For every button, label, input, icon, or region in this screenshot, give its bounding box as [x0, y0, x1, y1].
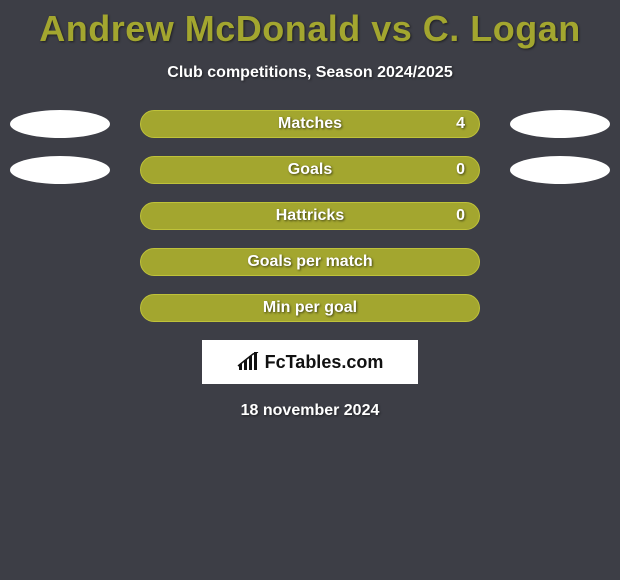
stat-row: Goals per match: [0, 248, 620, 276]
page-title: Andrew McDonald vs C. Logan: [0, 0, 620, 50]
stat-bar: Matches 4: [140, 110, 480, 138]
stat-label: Matches: [141, 115, 479, 133]
stat-bar: Min per goal: [140, 294, 480, 322]
stat-value: 0: [456, 161, 465, 179]
right-marker-ellipse: [510, 156, 610, 184]
left-marker-ellipse: [10, 156, 110, 184]
date-text: 18 november 2024: [0, 402, 620, 420]
stat-bar: Goals 0: [140, 156, 480, 184]
stat-bar: Goals per match: [140, 248, 480, 276]
left-spacer: [10, 294, 110, 322]
stat-row: Matches 4: [0, 110, 620, 138]
brand-badge: FcTables.com: [202, 340, 418, 384]
stat-bar: Hattricks 0: [140, 202, 480, 230]
stat-label: Min per goal: [141, 299, 479, 317]
stat-value: 4: [456, 115, 465, 133]
right-marker-ellipse: [510, 110, 610, 138]
stat-row: Goals 0: [0, 156, 620, 184]
right-spacer: [510, 202, 610, 230]
brand-text: FcTables.com: [265, 352, 384, 373]
stat-row: Hattricks 0: [0, 202, 620, 230]
stat-label: Hattricks: [141, 207, 479, 225]
stat-rows: Matches 4 Goals 0 Hattricks 0 Goals per …: [0, 110, 620, 322]
bar-chart-icon: [237, 352, 261, 372]
stat-label: Goals per match: [141, 253, 479, 271]
right-spacer: [510, 294, 610, 322]
right-spacer: [510, 248, 610, 276]
stat-label: Goals: [141, 161, 479, 179]
subtitle: Club competitions, Season 2024/2025: [0, 64, 620, 82]
left-spacer: [10, 202, 110, 230]
stat-row: Min per goal: [0, 294, 620, 322]
stat-value: 0: [456, 207, 465, 225]
left-marker-ellipse: [10, 110, 110, 138]
left-spacer: [10, 248, 110, 276]
